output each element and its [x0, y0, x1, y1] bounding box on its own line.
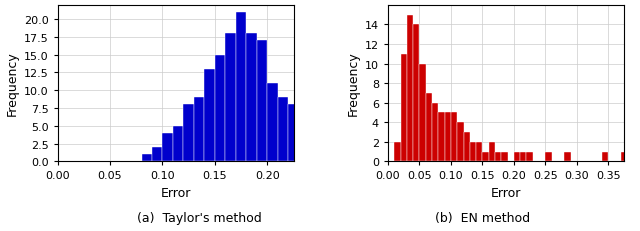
Bar	[489, 142, 495, 162]
Bar	[394, 142, 401, 162]
Bar	[451, 113, 457, 162]
Bar	[495, 152, 501, 162]
Bar	[320, 148, 330, 162]
Bar	[483, 152, 489, 162]
Bar	[204, 70, 215, 162]
Y-axis label: Frequency: Frequency	[5, 52, 19, 116]
Bar	[246, 34, 257, 162]
Bar	[309, 133, 320, 162]
Text: (a)  Taylor's method: (a) Taylor's method	[137, 211, 262, 224]
Bar	[564, 152, 570, 162]
Text: (b)  EN method: (b) EN method	[435, 211, 530, 224]
Bar	[457, 123, 463, 162]
Bar	[432, 103, 438, 162]
Bar	[351, 155, 362, 162]
Bar	[463, 132, 470, 162]
Bar	[426, 94, 432, 162]
Bar	[470, 142, 476, 162]
Bar	[278, 98, 289, 162]
Bar	[419, 64, 426, 162]
Bar	[527, 152, 532, 162]
Bar	[501, 152, 508, 162]
Bar	[257, 41, 268, 162]
Bar	[602, 152, 608, 162]
Bar	[362, 155, 372, 162]
Bar	[330, 148, 341, 162]
Bar	[225, 34, 236, 162]
Bar	[236, 13, 246, 162]
Bar	[520, 152, 527, 162]
X-axis label: Error: Error	[491, 186, 521, 199]
Bar	[413, 25, 419, 162]
Bar	[401, 55, 407, 162]
Bar	[407, 15, 413, 162]
Bar	[621, 152, 627, 162]
Bar	[194, 98, 204, 162]
Y-axis label: Frequency: Frequency	[346, 52, 359, 116]
Bar	[152, 148, 163, 162]
Bar	[268, 84, 278, 162]
Bar	[514, 152, 520, 162]
Bar	[476, 142, 483, 162]
Bar	[215, 55, 225, 162]
Bar	[545, 152, 552, 162]
Bar	[289, 105, 299, 162]
Bar	[383, 155, 393, 162]
Bar	[163, 133, 173, 162]
Bar	[445, 113, 451, 162]
X-axis label: Error: Error	[161, 186, 191, 199]
Bar	[341, 155, 351, 162]
Bar	[141, 155, 152, 162]
Bar	[184, 105, 194, 162]
Bar	[173, 126, 184, 162]
Bar	[299, 126, 309, 162]
Bar	[438, 113, 445, 162]
